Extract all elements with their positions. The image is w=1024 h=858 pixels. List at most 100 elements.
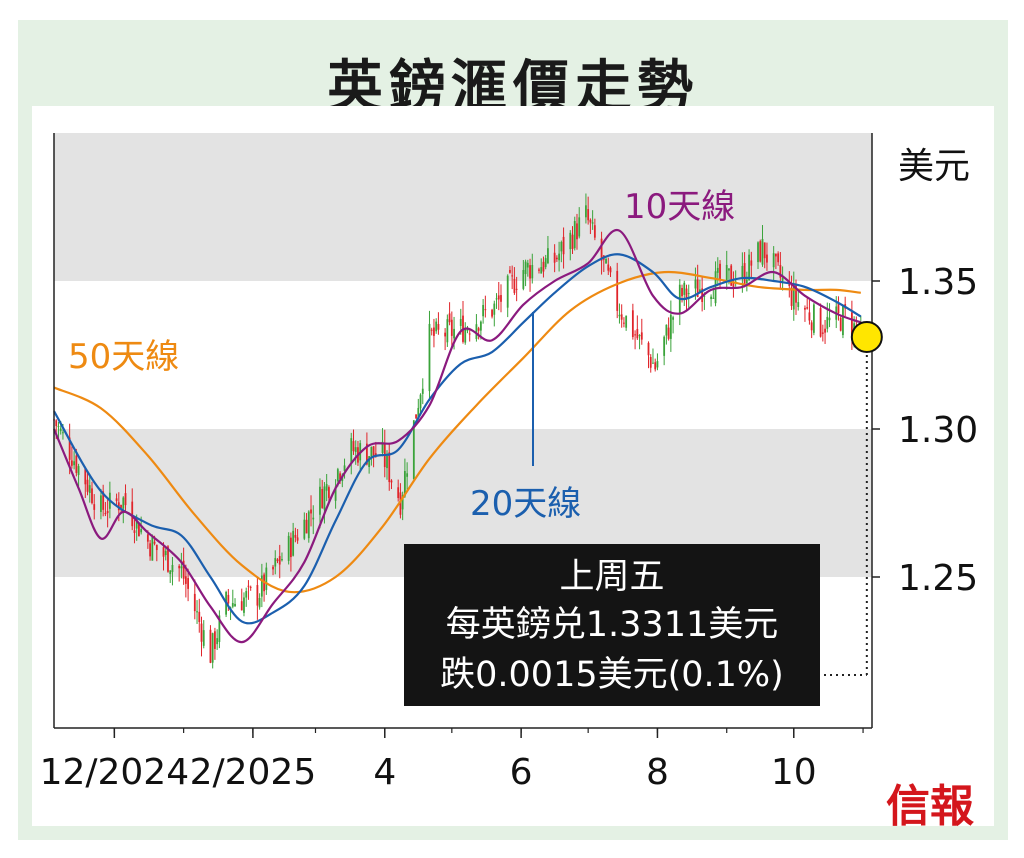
candle-body	[381, 441, 384, 453]
candle	[133, 519, 136, 544]
candle-body	[406, 473, 409, 477]
candle-body	[450, 319, 453, 336]
candle-body	[712, 297, 715, 299]
candle-body	[334, 486, 337, 501]
candle	[493, 300, 496, 327]
candle	[430, 327, 433, 336]
candle	[500, 284, 502, 313]
candle-body	[777, 253, 780, 263]
candle-body	[687, 293, 690, 295]
candle-body	[774, 253, 777, 257]
candle	[104, 501, 107, 517]
candle	[343, 458, 346, 479]
candle	[448, 302, 451, 326]
candle-body	[209, 629, 212, 663]
candle	[406, 462, 409, 490]
candle-body	[812, 304, 815, 333]
candle	[276, 558, 279, 564]
candle-body	[184, 576, 187, 584]
candle-body	[792, 285, 795, 310]
candle	[245, 587, 248, 607]
candle-body	[419, 394, 422, 409]
candle	[542, 256, 545, 278]
candle-body	[491, 309, 493, 317]
candle-body	[290, 537, 292, 558]
candle-body	[187, 578, 189, 589]
candle-body	[138, 523, 140, 537]
series-line-ma20	[53, 253, 862, 625]
candle-body	[654, 362, 657, 370]
candle-body	[149, 543, 152, 557]
candle	[656, 353, 659, 371]
candle-body	[482, 304, 485, 317]
candle-body	[336, 469, 339, 482]
candle	[307, 510, 310, 543]
candle-body	[240, 601, 243, 611]
candle	[538, 267, 540, 274]
candle	[618, 303, 621, 324]
candle-body	[667, 327, 670, 339]
candle	[714, 261, 717, 307]
candle-body	[258, 598, 261, 608]
candle-body	[669, 314, 672, 339]
candle-body	[153, 541, 156, 544]
candle-body	[278, 556, 281, 565]
candle-body	[91, 488, 93, 504]
candle	[305, 513, 308, 534]
candle-body	[506, 275, 509, 308]
candle-body	[214, 631, 216, 649]
candle	[571, 226, 574, 255]
candle-body	[323, 486, 326, 510]
candle	[437, 312, 440, 335]
candle-body	[743, 263, 746, 285]
candle-body	[761, 238, 764, 265]
candle	[464, 322, 467, 345]
candle	[272, 564, 274, 576]
candle	[93, 494, 96, 520]
candle-body	[399, 492, 402, 515]
candle	[155, 544, 158, 562]
x-tick-label: 4	[373, 752, 396, 793]
candle	[716, 257, 719, 287]
candle	[319, 478, 321, 529]
candle	[200, 616, 203, 657]
candle-body	[569, 232, 572, 250]
candle-body	[193, 593, 196, 612]
candle-body	[243, 597, 245, 613]
candle	[640, 318, 643, 345]
candle	[350, 432, 353, 475]
candle-body	[810, 322, 813, 331]
candle-body	[605, 258, 607, 264]
candle-body	[672, 317, 674, 320]
candle-body	[699, 289, 701, 292]
candle-body	[694, 279, 697, 289]
candlesticks	[53, 193, 862, 669]
candle	[294, 527, 297, 543]
candle-body	[850, 312, 853, 337]
candle-body	[200, 623, 203, 642]
candle	[777, 251, 780, 266]
candle-body	[55, 420, 58, 427]
candle	[699, 279, 701, 294]
series-label-ma20: 20天線	[470, 484, 581, 524]
candle-body	[88, 485, 91, 493]
candle	[258, 593, 261, 610]
candle	[649, 354, 652, 373]
candle	[433, 318, 435, 348]
candle-body	[631, 310, 634, 338]
candle-body	[828, 317, 831, 321]
candle	[365, 432, 368, 466]
candle-body	[824, 328, 826, 333]
candle-body	[135, 517, 138, 529]
candle-body	[795, 284, 797, 303]
candle-body	[104, 512, 107, 515]
candle	[290, 532, 292, 572]
candle	[781, 266, 784, 291]
candle-body	[663, 336, 666, 356]
candle-body	[312, 517, 315, 520]
candle-body	[732, 282, 735, 288]
candle-body	[167, 546, 169, 572]
candle	[578, 207, 581, 239]
candle	[757, 241, 759, 269]
candle	[381, 428, 384, 457]
